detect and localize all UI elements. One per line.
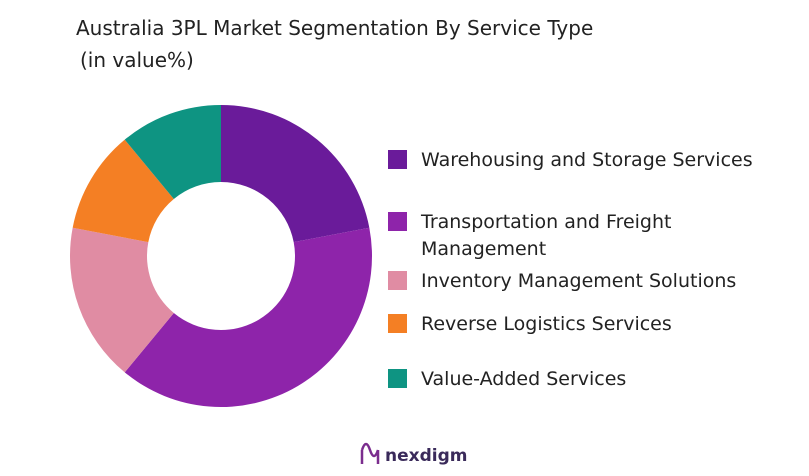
pie-slice xyxy=(124,105,221,199)
legend-item: Warehousing and Storage Services xyxy=(388,147,788,174)
legend-item: Value-Added Services xyxy=(388,366,788,393)
pie-slice xyxy=(70,227,174,373)
pie-slice xyxy=(72,139,174,243)
legend-item: Transportation and Freight Management xyxy=(388,209,788,263)
brand-name: nexdigm xyxy=(385,446,468,466)
chart-subtitle: (in value%) xyxy=(80,48,194,72)
legend-label: Reverse Logistics Services xyxy=(421,313,672,335)
pie-slice xyxy=(221,105,370,243)
legend-label: Transportation and Freight Management xyxy=(421,211,672,260)
legend-swatch xyxy=(388,150,407,169)
legend-swatch xyxy=(388,271,407,290)
pie-slice xyxy=(124,227,373,408)
chart-title: Australia 3PL Market Segmentation By Ser… xyxy=(76,16,594,40)
legend-item: Inventory Management Solutions xyxy=(388,268,788,295)
legend-label: Warehousing and Storage Services xyxy=(421,149,753,171)
legend-swatch xyxy=(388,212,407,231)
brand-logo xyxy=(360,442,380,464)
legend-swatch xyxy=(388,369,407,388)
legend-label: Inventory Management Solutions xyxy=(421,270,737,292)
legend-label: Value-Added Services xyxy=(421,368,627,390)
legend-item: Reverse Logistics Services xyxy=(388,311,788,338)
legend-swatch xyxy=(388,314,407,333)
